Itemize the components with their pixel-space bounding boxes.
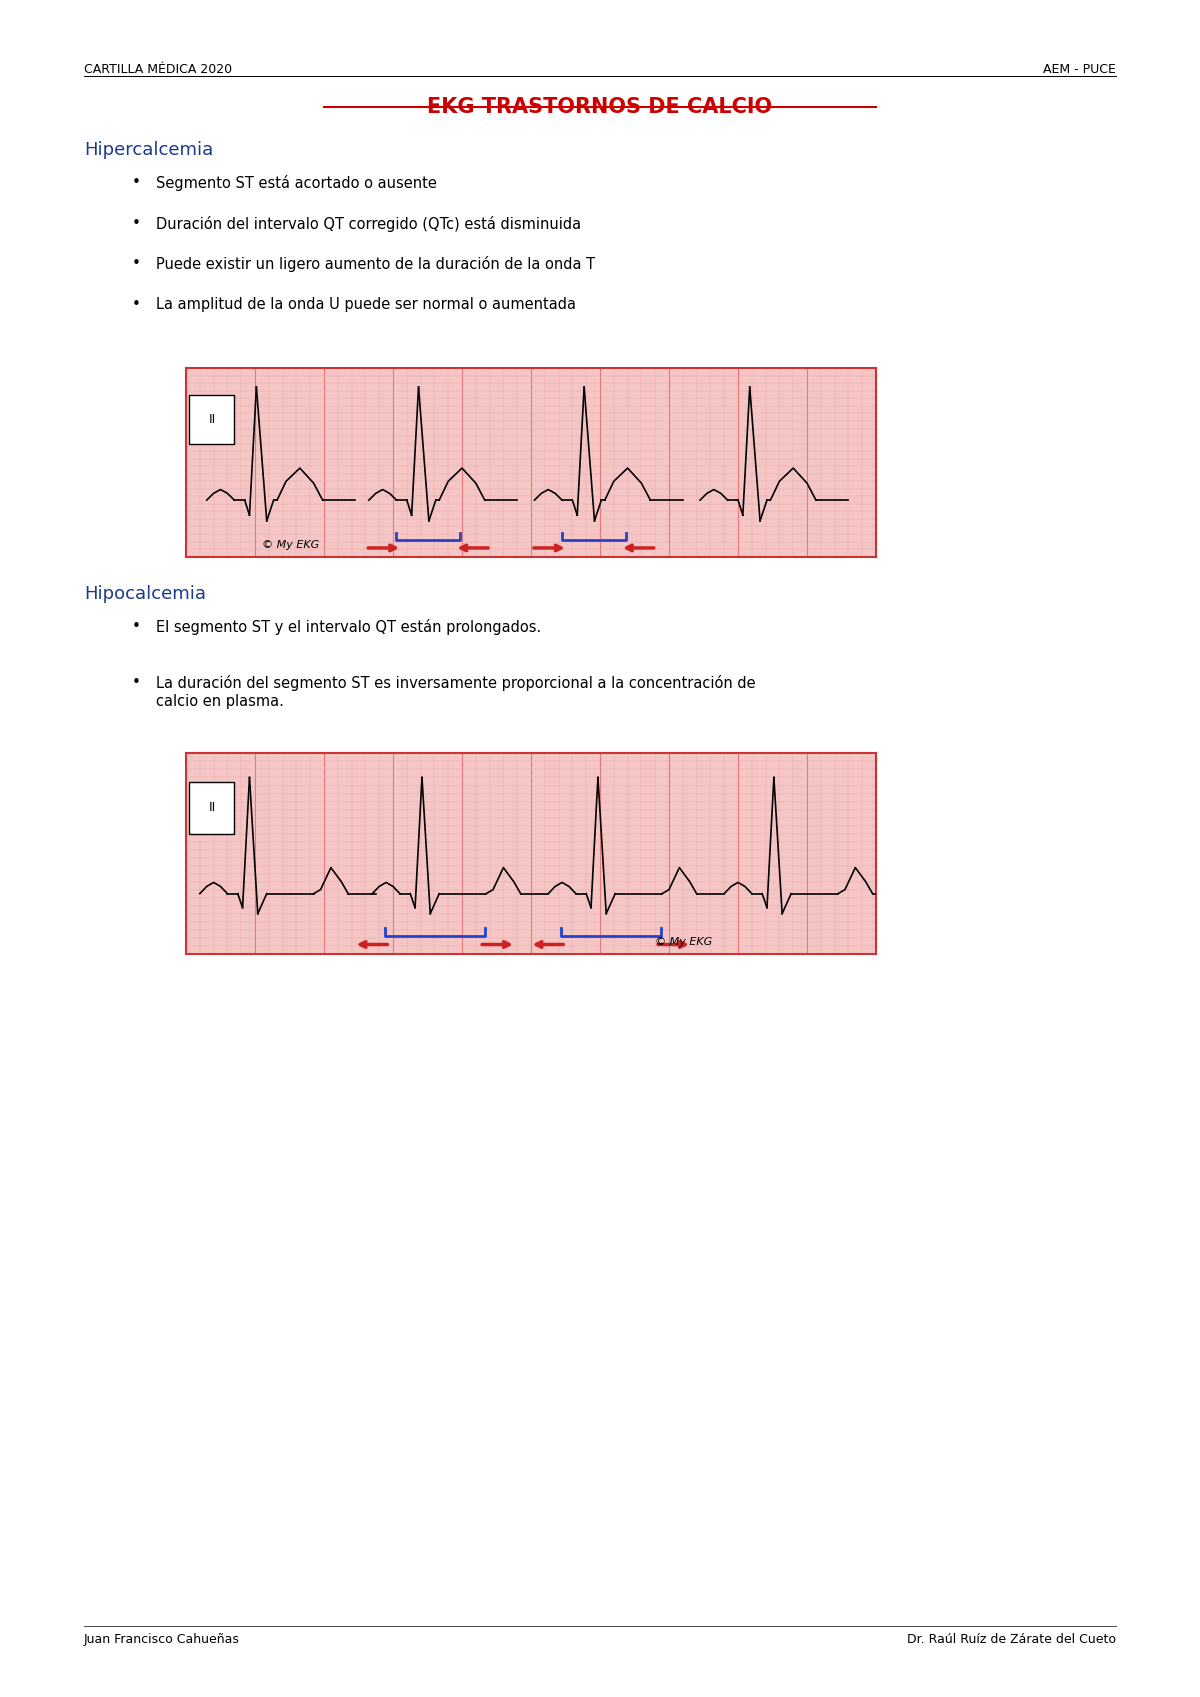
Text: La duración del segmento ST es inversamente proporcional a la concentración de
c: La duración del segmento ST es inversame… xyxy=(156,675,756,709)
Text: Puede existir un ligero aumento de la duración de la onda T: Puede existir un ligero aumento de la du… xyxy=(156,256,595,272)
Bar xyxy=(190,395,234,443)
Text: AEM - PUCE: AEM - PUCE xyxy=(1043,63,1116,76)
Text: •: • xyxy=(132,216,140,231)
Text: Dr. Raúl Ruíz de Zárate del Cueto: Dr. Raúl Ruíz de Zárate del Cueto xyxy=(907,1633,1116,1646)
Text: © My EKG: © My EKG xyxy=(262,540,319,550)
Text: Segmento ST está acortado o ausente: Segmento ST está acortado o ausente xyxy=(156,175,437,190)
Text: Duración del intervalo QT corregido (QTc) está disminuida: Duración del intervalo QT corregido (QTc… xyxy=(156,216,581,231)
Text: Hipocalcemia: Hipocalcemia xyxy=(84,585,206,604)
Text: El segmento ST y el intervalo QT están prolongados.: El segmento ST y el intervalo QT están p… xyxy=(156,619,541,635)
Text: II: II xyxy=(209,801,216,815)
Text: Hipercalcemia: Hipercalcemia xyxy=(84,141,214,160)
Text: •: • xyxy=(132,675,140,691)
Text: •: • xyxy=(132,175,140,190)
Text: EKG TRASTORNOS DE CALCIO: EKG TRASTORNOS DE CALCIO xyxy=(427,97,773,117)
Text: •: • xyxy=(132,619,140,635)
Text: •: • xyxy=(132,297,140,312)
Bar xyxy=(190,782,234,833)
Text: La amplitud de la onda U puede ser normal o aumentada: La amplitud de la onda U puede ser norma… xyxy=(156,297,576,312)
Text: •: • xyxy=(132,256,140,272)
Text: © My EKG: © My EKG xyxy=(655,937,713,947)
Text: CARTILLA MÉDICA 2020: CARTILLA MÉDICA 2020 xyxy=(84,63,232,76)
Text: Juan Francisco Cahueñas: Juan Francisco Cahueñas xyxy=(84,1633,240,1646)
Text: II: II xyxy=(209,412,216,426)
